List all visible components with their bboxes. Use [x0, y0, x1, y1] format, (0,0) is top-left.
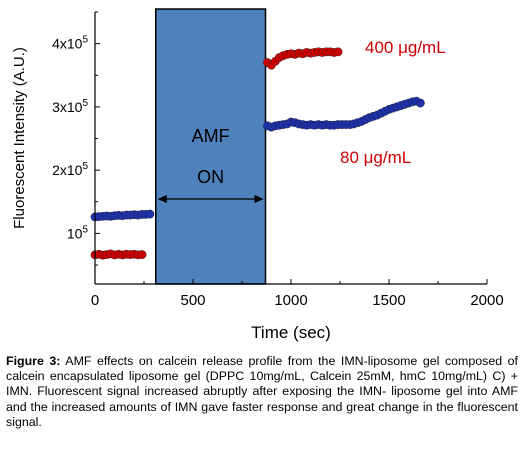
y-ticks: 105 2x105 3x105 4x105	[52, 11, 100, 266]
data-point	[145, 209, 155, 219]
y-tick-label: 105	[67, 224, 89, 241]
series-1	[90, 96, 425, 222]
y-tick-label: 2x105	[52, 161, 88, 178]
caption-text: AMF effects on calcein release profile f…	[6, 354, 518, 429]
arrow-head-left	[157, 195, 167, 203]
x-tick-label: 2000	[470, 292, 503, 309]
x-tick-label: 1000	[274, 292, 307, 309]
x-ticks: 0 500 1000 1500 2000	[91, 279, 504, 309]
annotation-80: 80 μg/mL	[340, 148, 411, 167]
caption-label: Figure 3:	[6, 354, 61, 368]
amf-rect	[155, 8, 267, 285]
x-tick-label: 0	[91, 292, 99, 309]
y-tick-label: 4x105	[52, 35, 88, 52]
x-tick-label: 500	[180, 292, 205, 309]
y-axis-label: Fluorescent Intensity (A.U.)	[11, 47, 28, 229]
amf-label-top: AMF	[192, 126, 230, 146]
data-point	[137, 250, 147, 259]
amf-label-bottom: ON	[197, 167, 224, 187]
figure-caption: Figure 3: AMF effects on calcein release…	[6, 354, 518, 430]
x-axis-label: Time (sec)	[251, 323, 331, 342]
data-point	[333, 47, 343, 57]
x-tick-label: 1500	[372, 292, 405, 309]
series-layer	[90, 47, 425, 260]
series-0	[90, 47, 343, 260]
amf-duration-arrow	[157, 195, 264, 203]
amf-region	[155, 8, 267, 285]
annotation-400: 400 μg/mL	[365, 38, 446, 57]
arrow-head-right	[254, 195, 264, 203]
data-point	[415, 98, 425, 108]
y-tick-label: 3x105	[52, 98, 88, 115]
